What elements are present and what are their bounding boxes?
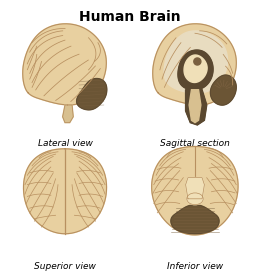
- Ellipse shape: [194, 58, 201, 65]
- Polygon shape: [77, 79, 107, 110]
- Polygon shape: [23, 149, 107, 234]
- Text: Lateral view: Lateral view: [37, 139, 93, 148]
- Polygon shape: [171, 205, 219, 234]
- Polygon shape: [186, 178, 204, 199]
- Polygon shape: [210, 75, 236, 105]
- Text: Superior view: Superior view: [34, 262, 96, 271]
- Text: Inferior view: Inferior view: [167, 262, 223, 271]
- Polygon shape: [23, 24, 106, 105]
- Polygon shape: [63, 105, 73, 123]
- Polygon shape: [152, 146, 238, 235]
- Polygon shape: [186, 90, 207, 125]
- Text: Human Brain: Human Brain: [79, 10, 181, 24]
- Polygon shape: [164, 31, 228, 93]
- Ellipse shape: [187, 193, 203, 205]
- Polygon shape: [184, 55, 207, 83]
- Polygon shape: [189, 90, 201, 123]
- Polygon shape: [153, 24, 236, 105]
- Text: Sagittal section: Sagittal section: [160, 139, 230, 148]
- Polygon shape: [178, 50, 213, 90]
